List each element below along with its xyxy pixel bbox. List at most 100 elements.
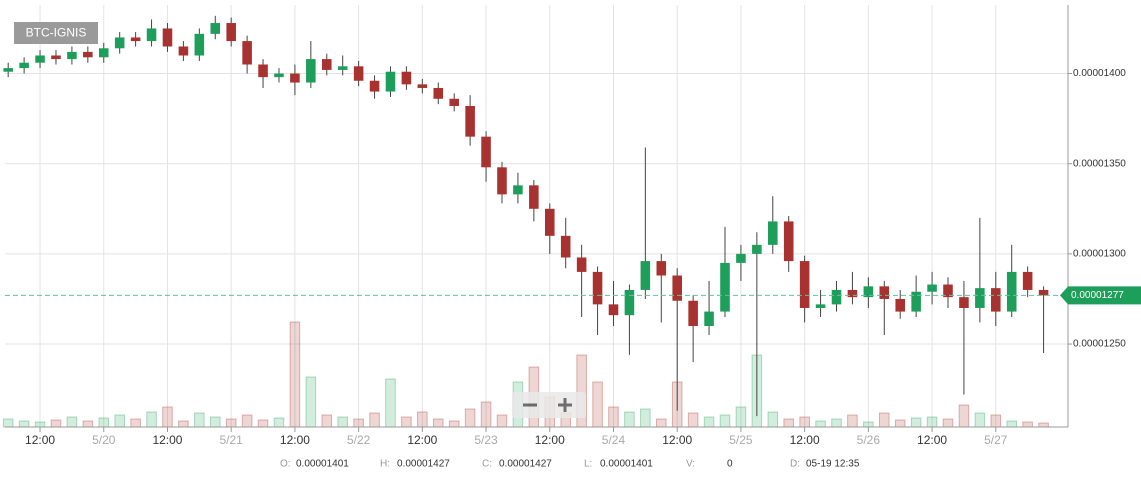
volume-bar <box>624 411 635 428</box>
volume-bar <box>655 418 667 428</box>
candle-body <box>847 289 858 298</box>
candle-body <box>768 221 778 245</box>
candle-body <box>831 289 842 305</box>
volume-bar <box>66 416 78 428</box>
candle-body <box>640 261 651 290</box>
candle-body <box>783 221 794 262</box>
candle-body <box>51 55 61 60</box>
candle-body <box>991 288 1001 312</box>
candle-body <box>1006 271 1017 312</box>
x-tick-label: 5/25 <box>729 433 753 447</box>
candle-body <box>624 289 635 316</box>
candle-body <box>98 48 109 58</box>
candle-body <box>1038 289 1049 296</box>
axes: 12:00 5/20 12:00 5/21 12:00 5/22 12:00 5/23 12:0… <box>5 68 1141 447</box>
volume-bar <box>257 419 269 428</box>
volume-bar <box>178 420 189 428</box>
candle-body <box>433 87 444 99</box>
symbol-label: BTC-IGNIS <box>26 26 87 40</box>
volume-bar <box>910 417 922 428</box>
x-tick-label: 12:00 <box>407 433 437 447</box>
candle-body <box>656 261 667 276</box>
last-price-tag <box>1060 286 1141 305</box>
volume-bar <box>385 378 396 428</box>
volume-bar <box>942 418 954 428</box>
volume-bar <box>369 412 380 428</box>
volume-bar <box>974 412 986 428</box>
volume-bar <box>496 414 508 428</box>
x-tick-label: 12:00 <box>662 433 692 447</box>
volume-bar <box>432 418 444 428</box>
x-tick-label: 5/21 <box>220 433 244 447</box>
x-tick-label: 5/27 <box>984 433 1008 447</box>
candle-body <box>959 297 969 308</box>
candle-body <box>975 288 985 308</box>
x-tick-label: 12:00 <box>25 433 55 447</box>
volume-bar <box>82 420 94 428</box>
readout-key: V: <box>686 459 695 470</box>
y-tick-label: 0.00001250 <box>1073 339 1126 350</box>
volume-bar <box>783 418 794 428</box>
volume-bar <box>353 418 364 428</box>
readout-key: D: <box>790 459 800 470</box>
candle-body <box>67 51 77 60</box>
volume-bar <box>831 418 842 428</box>
y-tick-label: 0.00001300 <box>1073 249 1126 260</box>
candle-body <box>943 284 953 298</box>
candle-body <box>863 286 874 298</box>
candle-body <box>672 275 682 301</box>
candle-body <box>592 271 603 305</box>
candle-body <box>529 185 539 209</box>
candle-layer <box>3 15 1049 417</box>
candle-body <box>401 71 412 85</box>
volume-bar <box>480 401 492 428</box>
x-tick-label: 5/23 <box>474 433 498 447</box>
candle-body <box>290 73 300 83</box>
volume-bar <box>926 416 938 428</box>
volume-bar <box>990 414 1002 428</box>
volume-bar <box>448 420 460 428</box>
candle-body <box>1022 271 1033 290</box>
volume-bar <box>719 414 731 428</box>
candle-body <box>497 167 507 195</box>
y-tick-label: 0.00001400 <box>1073 68 1126 79</box>
volume-bar <box>735 406 747 428</box>
volume-bar <box>2 418 14 428</box>
readout-value: 0.00001401 <box>296 459 349 470</box>
candle-body <box>3 68 13 72</box>
candle-body <box>353 66 364 81</box>
volume-bar <box>321 414 333 428</box>
candle-body <box>688 300 698 327</box>
candle-body <box>146 28 157 42</box>
candle-body <box>321 59 332 70</box>
candle-body <box>114 37 125 49</box>
volume-bar <box>417 411 428 428</box>
readout-key: L: <box>584 459 592 470</box>
candle-body <box>35 55 45 63</box>
volume-bar <box>608 406 619 428</box>
volume-bar <box>1006 420 1017 428</box>
readout-key: O: <box>280 459 291 470</box>
volume-bar <box>464 408 476 428</box>
volume-bar <box>225 418 237 428</box>
readout-value: 05-19 12:35 <box>806 459 860 470</box>
x-tick-label: 12:00 <box>152 433 182 447</box>
volume-bar <box>50 419 62 428</box>
volume-bar <box>273 417 285 428</box>
x-tick-label: 5/24 <box>602 433 626 447</box>
volume-bar <box>241 414 253 428</box>
candle-body <box>337 66 348 70</box>
readout-value: 0.00001427 <box>499 459 552 470</box>
candle-body <box>799 261 810 308</box>
last-price-label: 0.00001277 <box>1071 290 1124 301</box>
volume-bar <box>194 412 205 428</box>
candle-body <box>465 105 475 137</box>
volume-bar <box>815 420 826 428</box>
volume-bar <box>18 420 30 428</box>
volume-bar <box>114 414 125 428</box>
readout-key: H: <box>380 459 390 470</box>
candle-body <box>385 71 396 92</box>
volume-bar <box>703 416 715 428</box>
volume-bar <box>305 376 317 428</box>
